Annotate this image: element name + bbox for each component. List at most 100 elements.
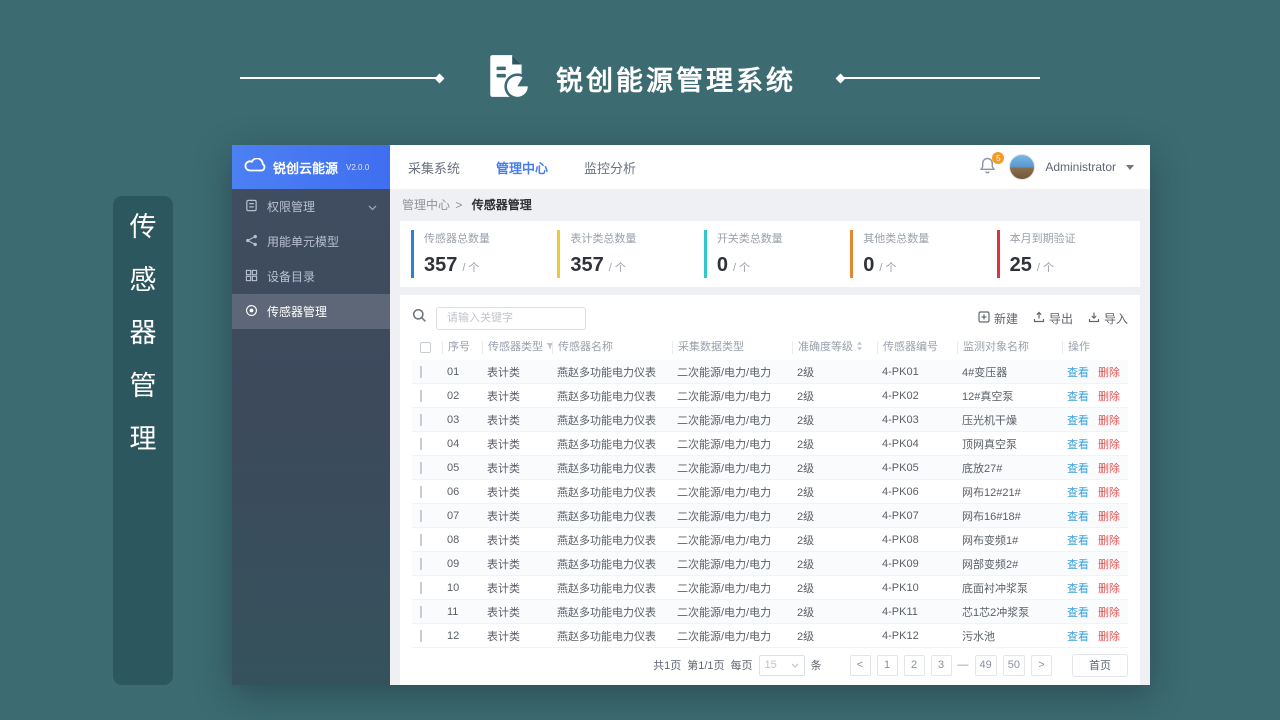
cell-accuracy: 2级 (797, 630, 815, 643)
page-number-button[interactable]: 2 (903, 654, 925, 676)
sidebar-item-device-catalog[interactable]: 设备目录 (232, 259, 390, 294)
row-checkbox[interactable] (420, 509, 422, 522)
current-page-label: 第1/1页 (687, 660, 725, 672)
row-checkbox[interactable] (420, 413, 422, 426)
stat-label: 本月到期验证 (1009, 233, 1076, 245)
delete-link[interactable]: 删除 (1098, 414, 1120, 427)
view-link[interactable]: 查看 (1067, 414, 1089, 427)
view-link[interactable]: 查看 (1067, 366, 1089, 379)
row-checkbox[interactable] (420, 533, 422, 546)
cell-code: 4-PK02 (882, 389, 919, 402)
sidebar-item-sensor-management[interactable]: 传感器管理 (232, 294, 390, 329)
cell-accuracy: 2级 (797, 558, 815, 571)
cell-accuracy: 2级 (797, 462, 815, 475)
cell-target: 4#变压器 (962, 366, 1008, 379)
delete-link[interactable]: 删除 (1098, 438, 1120, 451)
next-page-button[interactable]: > (1031, 654, 1052, 676)
table-row: 02 表计类 燕赵多功能电力仪表 二次能源/电力/电力 2级 4-PK02 12… (412, 384, 1128, 408)
sidebar-logo: 锐创云能源 V2.0.0 (232, 145, 390, 189)
top-nav-tab[interactable]: 管理中心 (496, 160, 549, 176)
table-row: 09 表计类 燕赵多功能电力仪表 二次能源/电力/电力 2级 4-PK09 网部… (412, 552, 1128, 576)
page-number-button[interactable]: 50 (1002, 654, 1025, 676)
new-button[interactable]: 新建 (978, 310, 1018, 327)
avatar[interactable] (1009, 154, 1036, 180)
cell-accuracy: 2级 (797, 606, 815, 619)
delete-link[interactable]: 删除 (1098, 606, 1120, 619)
col-accuracy[interactable]: 准确度等级 (792, 341, 877, 354)
app-logo-icon (484, 52, 532, 105)
header-divider-left (240, 73, 445, 83)
view-link[interactable]: 查看 (1067, 462, 1089, 475)
view-link[interactable]: 查看 (1067, 486, 1089, 499)
sidebar-item-permissions[interactable]: 权限管理 (232, 189, 390, 224)
select-all-checkbox-cell (412, 341, 442, 354)
page-size-select[interactable]: 15 (758, 654, 805, 676)
cell-name: 燕赵多功能电力仪表 (557, 558, 656, 571)
cell-no: 11 (447, 605, 459, 618)
delete-link[interactable]: 删除 (1098, 582, 1120, 595)
view-link[interactable]: 查看 (1067, 510, 1089, 523)
row-checkbox[interactable] (420, 437, 422, 450)
view-link[interactable]: 查看 (1067, 534, 1089, 547)
page-number-button[interactable]: 49 (974, 654, 997, 676)
row-checkbox[interactable] (420, 605, 422, 618)
view-link[interactable]: 查看 (1067, 582, 1089, 595)
delete-link[interactable]: 删除 (1098, 366, 1120, 379)
cell-actions: 查看 删除 (1062, 460, 1128, 476)
view-link[interactable]: 查看 (1067, 606, 1089, 619)
col-type[interactable]: 传感器类型 (482, 341, 552, 354)
page-number-button[interactable]: 1 (876, 654, 898, 676)
cell-type: 表计类 (487, 606, 520, 619)
prev-page-button[interactable]: < (849, 654, 871, 676)
view-link[interactable]: 查看 (1067, 630, 1089, 643)
sidebar-item-label: 权限管理 (267, 200, 316, 214)
cell-accuracy: 2级 (797, 534, 815, 547)
row-checkbox[interactable] (420, 485, 422, 498)
select-all-checkbox[interactable] (420, 342, 431, 353)
export-button[interactable]: 导出 (1033, 310, 1073, 327)
breadcrumb: 管理中心 > 传感器管理 (402, 196, 1138, 213)
delete-link[interactable]: 删除 (1098, 558, 1120, 571)
sidebar-item-energy-unit-model[interactable]: 用能单元模型 (232, 224, 390, 259)
first-page-button[interactable]: 首页 (1072, 653, 1128, 677)
page-number-button[interactable]: 3 (930, 654, 952, 676)
view-link[interactable]: 查看 (1067, 390, 1089, 403)
cell-code: 4-PK11 (882, 605, 918, 618)
row-checkbox[interactable] (420, 557, 422, 570)
cell-accuracy: 2级 (797, 414, 815, 427)
row-checkbox[interactable] (420, 461, 422, 474)
stat-value: 0/ 个 (863, 254, 897, 276)
delete-link[interactable]: 删除 (1098, 630, 1120, 643)
row-checkbox[interactable] (420, 389, 422, 402)
row-checkbox[interactable] (420, 629, 422, 642)
username[interactable]: Administrator (1045, 160, 1116, 174)
top-nav-tab[interactable]: 采集系统 (408, 160, 461, 176)
sort-arrows-icon[interactable] (856, 341, 863, 354)
delete-link[interactable]: 删除 (1098, 390, 1120, 403)
breadcrumb-parent[interactable]: 管理中心 (402, 198, 451, 212)
notification-bell-icon[interactable]: 5 (979, 152, 1005, 178)
cell-data-type: 二次能源/电力/电力 (677, 510, 772, 523)
view-link[interactable]: 查看 (1067, 438, 1089, 451)
cell-type: 表计类 (487, 534, 520, 547)
import-button[interactable]: 导入 (1088, 310, 1128, 327)
row-checkbox[interactable] (420, 581, 422, 594)
row-checkbox[interactable] (420, 365, 422, 378)
table-card: 新建 导出 导入 序号 传感器类 (400, 295, 1140, 685)
user-caret-down-icon[interactable] (1126, 164, 1134, 170)
cell-data-type: 二次能源/电力/电力 (677, 630, 772, 643)
pagination-bar: 共1页 第1/1页 每页 15 条 < 1 2 3—49 50 > (412, 651, 1128, 679)
delete-link[interactable]: 删除 (1098, 462, 1120, 475)
cell-target: 网部变频2# (962, 558, 1019, 571)
cell-type: 表计类 (487, 366, 520, 379)
cell-no: 10 (447, 581, 460, 594)
delete-link[interactable]: 删除 (1098, 510, 1120, 523)
top-nav-tab[interactable]: 监控分析 (584, 160, 637, 176)
cell-code: 4-PK10 (882, 581, 919, 594)
search-input[interactable] (436, 306, 586, 330)
filter-funnel-icon[interactable] (546, 341, 552, 354)
delete-link[interactable]: 删除 (1098, 534, 1120, 547)
delete-link[interactable]: 删除 (1098, 486, 1120, 499)
view-link[interactable]: 查看 (1067, 558, 1089, 571)
page-number-button[interactable]: — (957, 654, 969, 676)
